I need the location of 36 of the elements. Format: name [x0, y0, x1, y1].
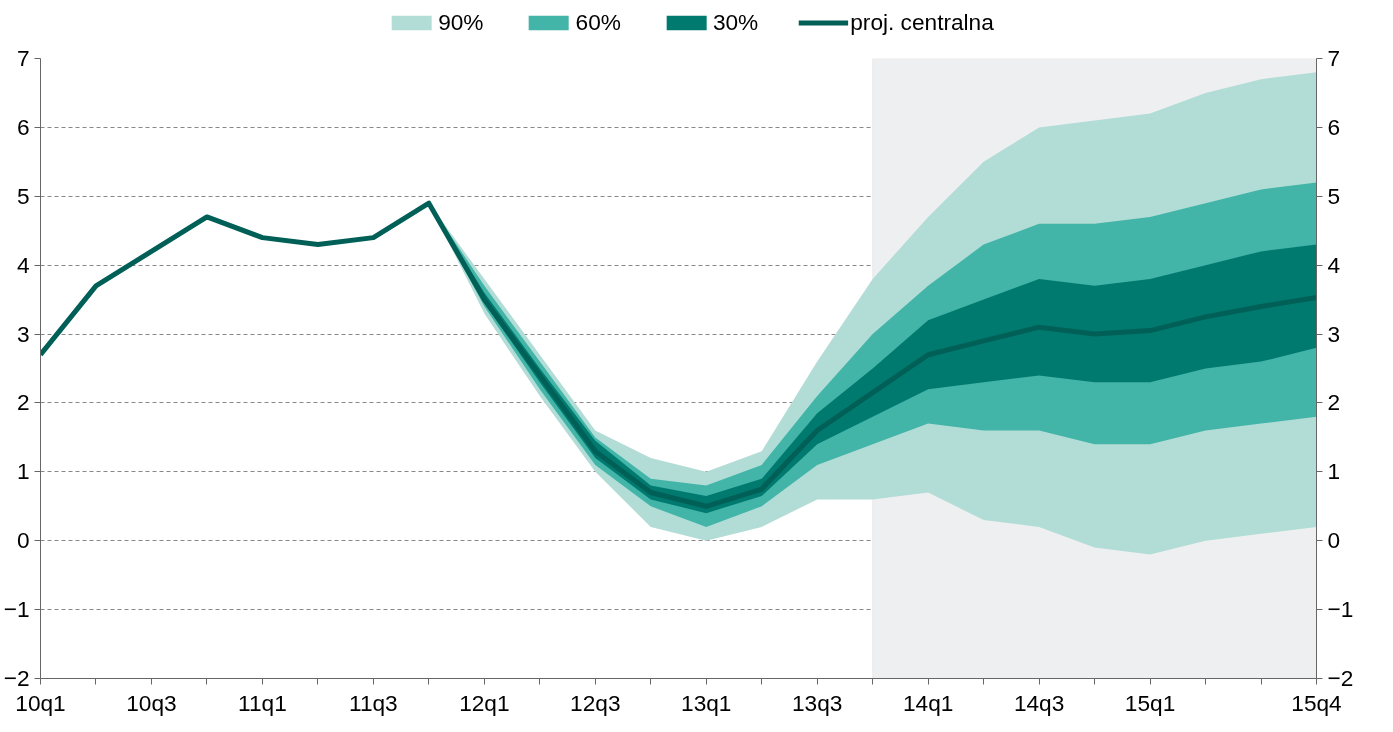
legend-label: proj. centralna — [850, 8, 994, 36]
x-tick-label: 14q1 — [902, 689, 954, 716]
y2-tick-label: 5 — [1327, 182, 1341, 209]
y2-tick-label: −2 — [1327, 665, 1354, 691]
x-tick-label: 15q4 — [1291, 689, 1342, 716]
legend-label: 30% — [712, 8, 759, 36]
legend-label: 90% — [438, 8, 484, 36]
y2-tick-label: 6 — [1327, 113, 1341, 140]
y-tick-label: 2 — [16, 389, 30, 416]
y-tick-label: 7 — [16, 45, 30, 71]
y2-tick-label: 7 — [1327, 45, 1341, 71]
y-tick-label: 1 — [16, 458, 30, 485]
y-tick-label: 5 — [16, 182, 30, 209]
y-tick-label: −2 — [3, 665, 30, 691]
y2-tick-label: 3 — [1327, 320, 1341, 347]
y-tick-label: 0 — [16, 527, 30, 554]
legend-label: 60% — [575, 8, 621, 36]
y2-tick-label: 2 — [1327, 389, 1341, 416]
x-tick-label: 10q3 — [126, 689, 177, 716]
y-tick-label: 6 — [16, 113, 30, 140]
x-tick-label: 11q3 — [349, 689, 398, 716]
y-tick-label: 4 — [16, 251, 30, 278]
x-tick-label: 10q1 — [15, 689, 66, 716]
x-tick-label: 11q1 — [238, 689, 287, 716]
x-tick-label: 13q1 — [681, 689, 732, 716]
y2-tick-label: 0 — [1327, 527, 1341, 554]
x-tick-label: 13q3 — [791, 689, 843, 716]
y-tick-label: −1 — [3, 596, 30, 623]
y2-tick-label: 4 — [1327, 251, 1341, 278]
x-tick-label: 12q1 — [459, 689, 510, 716]
x-tick-label: 14q3 — [1013, 689, 1065, 716]
y2-tick-label: −1 — [1327, 596, 1354, 623]
y-tick-label: 3 — [16, 320, 30, 347]
x-tick-label: 15q1 — [1124, 689, 1176, 716]
y2-tick-label: 1 — [1327, 458, 1341, 485]
x-tick-label: 12q3 — [570, 689, 621, 716]
